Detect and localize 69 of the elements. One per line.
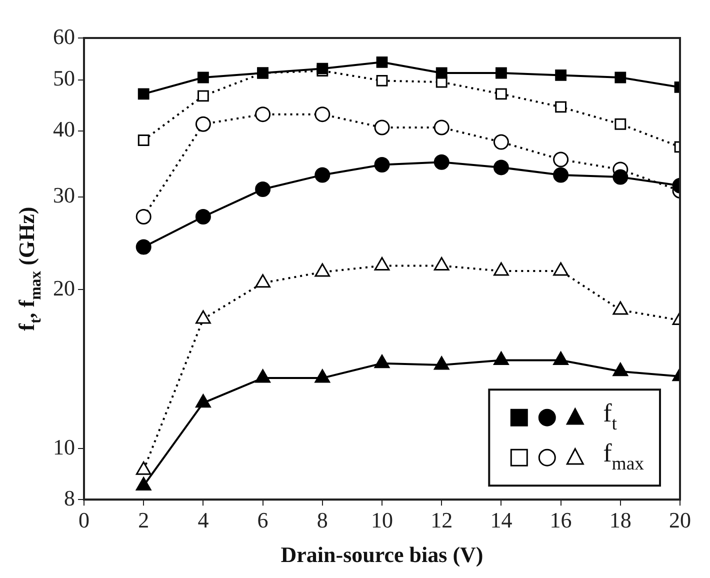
point bbox=[255, 369, 270, 383]
y-tick-label: 40 bbox=[53, 116, 75, 142]
point bbox=[614, 118, 626, 130]
point bbox=[195, 116, 211, 132]
x-tick-label: 8 bbox=[316, 508, 328, 533]
point bbox=[496, 67, 507, 79]
point bbox=[255, 106, 271, 122]
point bbox=[314, 369, 330, 383]
point bbox=[434, 154, 450, 170]
x-tick-label: 6 bbox=[257, 508, 268, 533]
point bbox=[195, 208, 211, 224]
x-tick-label: 16 bbox=[550, 508, 572, 533]
point bbox=[553, 167, 569, 183]
point bbox=[436, 67, 448, 79]
point bbox=[136, 476, 152, 490]
point bbox=[555, 101, 566, 113]
point bbox=[376, 74, 388, 86]
point bbox=[136, 239, 152, 255]
point bbox=[494, 262, 509, 276]
x-tick-label: 2 bbox=[138, 508, 150, 533]
point bbox=[553, 351, 568, 365]
point bbox=[374, 257, 390, 271]
y-tick-label: 60 bbox=[53, 24, 75, 49]
point bbox=[374, 157, 390, 173]
point bbox=[614, 72, 626, 84]
x-tick-label: 14 bbox=[490, 508, 512, 533]
point bbox=[374, 354, 390, 368]
x-tick-label: 12 bbox=[430, 508, 453, 533]
point bbox=[196, 394, 211, 408]
point bbox=[493, 134, 509, 150]
point bbox=[316, 62, 328, 74]
x-axis-title: Drain-source bias (V) bbox=[280, 542, 484, 567]
point bbox=[434, 120, 450, 136]
point bbox=[434, 257, 450, 271]
point bbox=[555, 70, 566, 81]
x-tick-label: 10 bbox=[371, 508, 393, 533]
y-tick-label: 50 bbox=[53, 66, 75, 91]
point bbox=[314, 106, 330, 122]
point bbox=[612, 362, 628, 376]
y-tick-label: 8 bbox=[64, 485, 75, 510]
point bbox=[612, 169, 628, 185]
x-tick-label: 0 bbox=[78, 508, 90, 533]
point bbox=[255, 274, 270, 288]
point bbox=[434, 356, 450, 370]
point bbox=[314, 263, 330, 277]
point bbox=[255, 182, 271, 198]
point bbox=[136, 461, 152, 475]
x-tick-label: 18 bbox=[609, 508, 632, 533]
y-axis-title: ft, fmax (GHz) bbox=[14, 206, 45, 331]
point bbox=[493, 160, 509, 176]
point bbox=[496, 88, 507, 100]
point bbox=[374, 120, 390, 136]
point bbox=[198, 72, 209, 84]
point bbox=[612, 301, 628, 315]
point bbox=[553, 152, 569, 168]
x-tick-label: 4 bbox=[198, 508, 209, 533]
point bbox=[196, 310, 211, 324]
point bbox=[494, 351, 509, 365]
point bbox=[136, 208, 152, 224]
point bbox=[314, 167, 330, 183]
y-tick-label: 20 bbox=[53, 275, 75, 300]
x-tick-label: 20 bbox=[669, 508, 691, 533]
point bbox=[138, 88, 150, 100]
y-tick-label: 30 bbox=[53, 182, 75, 208]
point bbox=[138, 134, 150, 146]
point bbox=[198, 90, 209, 102]
point bbox=[553, 262, 568, 276]
point bbox=[376, 56, 388, 68]
y-tick-label: 10 bbox=[53, 434, 75, 460]
